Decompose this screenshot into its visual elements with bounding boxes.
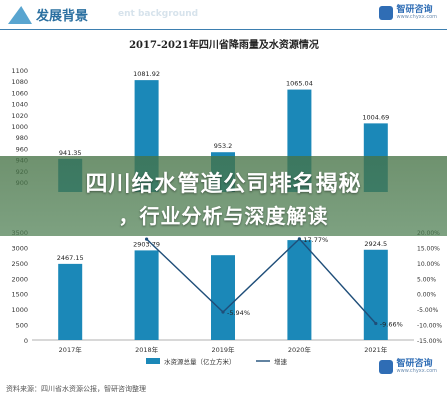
brand-url: www.chyxx.com bbox=[396, 14, 437, 20]
right-y-tick-label: 10.00% bbox=[417, 261, 440, 268]
growth-data-label: -5.94% bbox=[227, 309, 250, 317]
headline-banner: 四川给水管道公司排名揭秘 ，行业分析与深度解读 bbox=[0, 156, 447, 236]
water-data-label: 2467.15 bbox=[57, 254, 84, 262]
brand-logo-icon bbox=[378, 6, 393, 20]
rainfall-data-label: 1004.69 bbox=[362, 113, 389, 121]
growth-line bbox=[146, 237, 377, 324]
header-watermark: ent background bbox=[118, 9, 199, 19]
top-y-tick-label: 1100 bbox=[11, 67, 28, 75]
bottom-y-tick-label: 1500 bbox=[11, 291, 28, 299]
chart-title: 2017-2021年四川省降雨量及水资源情况 bbox=[129, 38, 319, 51]
header-divider bbox=[0, 29, 447, 30]
top-y-tick-label: 960 bbox=[16, 145, 28, 153]
footer-brand-name: 智研咨询 bbox=[396, 359, 433, 369]
headline-line-2: ，行业分析与深度解读 bbox=[118, 204, 329, 228]
growth-point bbox=[297, 237, 301, 241]
page-title: 发展背景 bbox=[36, 9, 89, 24]
bottom-y-tick-label: 2000 bbox=[11, 275, 28, 283]
rainfall-data-label: 941.35 bbox=[59, 149, 82, 157]
bottom-y-tick-label: 3000 bbox=[11, 244, 28, 252]
top-y-tick-label: 1060 bbox=[11, 89, 28, 97]
x-category-label: 2021年 bbox=[364, 345, 388, 354]
growth-data-label: 17.77% bbox=[303, 236, 328, 244]
right-y-tick-label: 15.00% bbox=[417, 245, 440, 252]
growth-data-label: -9.66% bbox=[380, 321, 403, 329]
growth-point bbox=[221, 310, 225, 314]
right-y-tick-label: 5.00% bbox=[417, 276, 436, 283]
x-category-label: 2019年 bbox=[211, 345, 235, 354]
water-resource-bar bbox=[287, 240, 312, 340]
top-y-tick-label: 1020 bbox=[11, 112, 28, 120]
footer-brand-url: www.chyxx.com bbox=[396, 368, 437, 374]
bottom-y-tick-label: 0 bbox=[24, 337, 28, 345]
water-data-label: 2924.5 bbox=[364, 240, 387, 248]
brand: 智研咨询 www.chyxx.com bbox=[378, 5, 437, 20]
legend-line-label: 增速 bbox=[274, 357, 288, 366]
right-y-tick-label: 0.00% bbox=[417, 292, 436, 299]
right-y-tick-label: -10.00% bbox=[417, 323, 442, 330]
top-y-tick-label: 1040 bbox=[11, 101, 28, 109]
water-resource-bar bbox=[211, 255, 235, 340]
water-data-label: 2903.79 bbox=[133, 240, 160, 248]
top-y-tick-label: 1000 bbox=[11, 123, 28, 131]
legend-bar-swatch bbox=[146, 358, 160, 364]
brand-name: 智研咨询 bbox=[396, 5, 433, 15]
water-resource-bar bbox=[58, 263, 83, 340]
source-note: 资料来源：四川省水资源公报，智研咨询整理 bbox=[6, 385, 146, 393]
rainfall-data-label: 1065.04 bbox=[286, 80, 313, 88]
bottom-y-tick-label: 500 bbox=[16, 322, 28, 330]
right-y-tick-label: -15.00% bbox=[417, 338, 442, 345]
right-y-tick-label: -5.00% bbox=[417, 307, 439, 314]
headline-line-1: 四川给水管道公司排名揭秘 bbox=[85, 172, 362, 197]
header-mark-icon bbox=[8, 6, 32, 24]
header: 发展背景 ent background 智研咨询 www.chyxx.com bbox=[0, 0, 447, 30]
x-category-label: 2018年 bbox=[135, 345, 159, 354]
growth-point bbox=[374, 321, 378, 326]
water-resource-bar bbox=[134, 250, 159, 340]
growth-point bbox=[145, 237, 149, 241]
top-y-tick-label: 980 bbox=[16, 134, 28, 142]
legend-bar-label: 水资源总量（亿立方米） bbox=[164, 357, 236, 366]
bottom-y-tick-label: 1000 bbox=[11, 306, 28, 314]
rainfall-data-label: 953.2 bbox=[214, 142, 233, 150]
rainfall-data-label: 1081.92 bbox=[133, 70, 160, 78]
bottom-y-tick-label: 2500 bbox=[11, 260, 28, 268]
x-category-label: 2017年 bbox=[59, 345, 83, 354]
footer-logo-icon bbox=[378, 360, 393, 374]
x-category-label: 2020年 bbox=[288, 345, 312, 354]
top-y-tick-label: 1080 bbox=[11, 78, 28, 86]
footer-brand: 智研咨询 www.chyxx.com bbox=[378, 359, 437, 374]
